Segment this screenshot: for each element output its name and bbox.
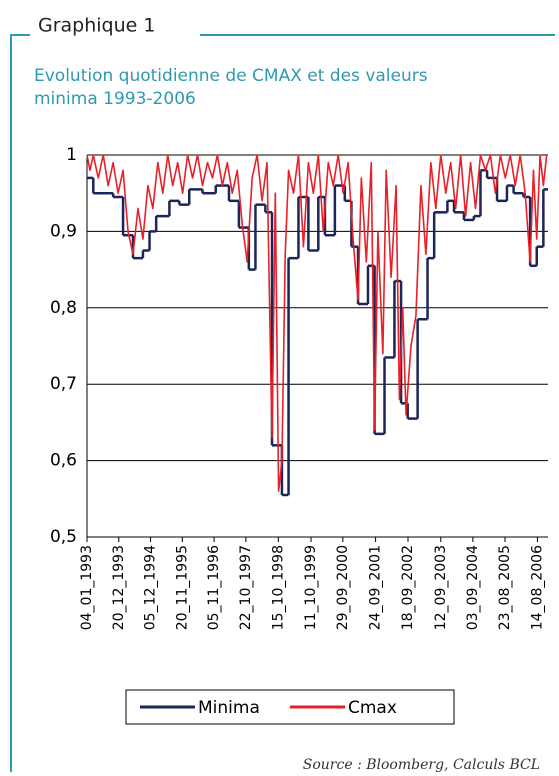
- x-tick-label: 29_09_2000: [335, 545, 351, 630]
- y-tick-label: 0,7: [50, 374, 77, 394]
- x-tick-label: 22_10_1997: [238, 545, 254, 630]
- header: Graphique 1: [38, 15, 155, 37]
- x-tick-label: 20_12_1993: [111, 545, 127, 630]
- x-tick-label: 04_01_1993: [79, 545, 95, 630]
- legend-label: Minima: [198, 698, 260, 718]
- step-connector: [92, 170, 545, 495]
- x-tick-label: 14_08_2006: [529, 545, 545, 630]
- y-tick-label: 0,9: [50, 221, 77, 241]
- y-tick-label: 0,6: [50, 451, 77, 471]
- x-tick-label: 03_09_2004: [465, 545, 481, 630]
- y-tick-label: 0,5: [50, 527, 77, 547]
- x-tick-label: 11_10_1999: [303, 545, 319, 630]
- x-tick-label: 20_11_1995: [174, 545, 190, 630]
- y-tick-label: 1: [66, 145, 77, 165]
- y-tick-label: 0,8: [50, 298, 77, 318]
- legend-label: Cmax: [348, 698, 397, 718]
- frame: [10, 34, 555, 772]
- x-tick-label: 23_08_2005: [497, 545, 513, 630]
- x-tick-label: 24_09_2001: [368, 545, 384, 630]
- x-tick-label: 05_12_1994: [143, 545, 159, 630]
- series-line: [86, 154, 548, 492]
- x-tick-label: 05_11_1996: [206, 545, 222, 630]
- x-tick-label: 18_09_2002: [400, 545, 416, 630]
- source: Source : Bloomberg, Calculs BCL: [303, 757, 540, 772]
- chart-title: Evolution quotidienne de CMAX et des val…: [34, 66, 428, 109]
- x-tick-label: 15_10_1998: [270, 545, 286, 630]
- x-tick-label: 12_09_2003: [433, 545, 449, 630]
